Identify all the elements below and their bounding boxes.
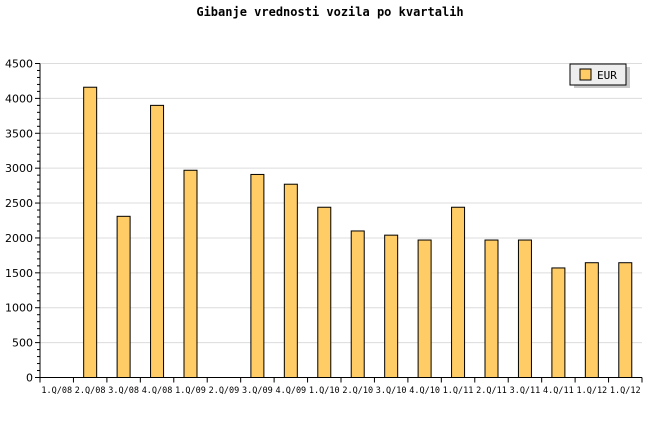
bar-3.Q/09 <box>250 173 265 378</box>
x-tick-label: 1.Q/11 <box>443 386 474 396</box>
y-tick-label: 1000 <box>5 302 33 315</box>
x-tick-label: 4.Q/09 <box>275 386 306 396</box>
bar-3.Q/11 <box>517 239 532 378</box>
legend-label-eur: EUR <box>597 69 617 82</box>
bars <box>83 86 633 378</box>
x-tick-label: 4.Q/10 <box>409 386 440 396</box>
bar-3.Q/08 <box>116 215 131 378</box>
y-tick-label: 2500 <box>5 197 33 210</box>
y-tick-label: 3000 <box>5 162 33 175</box>
gridlines <box>40 63 642 344</box>
bar-4.Q/08 <box>150 104 165 378</box>
bar-1.Q/12 <box>584 262 599 378</box>
x-axis: 1.Q/08 2.Q/08 3.Q/08 4.Q/08 1.Q/09 2.Q/09 3.Q/… <box>39 377 643 396</box>
bar-2.Q/08 <box>83 86 98 378</box>
bar-1.Q/10 <box>317 206 332 378</box>
x-tick-label: 2.Q/08 <box>75 386 106 396</box>
y-tick-label: 0 <box>26 372 33 385</box>
bar-4.Q/11 <box>551 267 566 378</box>
bar-4.Q/10 <box>417 239 432 378</box>
x-tick-label: 2.Q/10 <box>342 386 373 396</box>
legend: EUR <box>569 63 630 88</box>
x-tick-label: 3.Q/11 <box>510 386 541 396</box>
y-tick-label: 1500 <box>5 267 33 280</box>
x-tick-label: 2.Q/09 <box>209 386 240 396</box>
x-tick-label: 1.Q/09 <box>175 386 206 396</box>
x-tick-label: 1.Q/12 <box>610 386 641 396</box>
bar-2.Q/10 <box>350 230 365 378</box>
x-tick-label: 1.Q/12 <box>576 386 607 396</box>
x-tick-label: 3.Q/10 <box>376 386 407 396</box>
x-tick-label: 1.Q/08 <box>41 386 72 396</box>
y-tick-label: 2000 <box>5 232 33 245</box>
bar-4.Q/09 <box>283 183 298 378</box>
y-tick-label: 4000 <box>5 92 33 105</box>
x-tick-label: 2.Q/11 <box>476 386 507 396</box>
x-tick-label: 3.Q/08 <box>108 386 139 396</box>
legend-swatch-eur <box>579 68 592 81</box>
y-axis: 0 500 1000 1500 2000 2500 3000 3500 4000 4500 <box>5 58 41 385</box>
x-tick-label: 4.Q/08 <box>142 386 173 396</box>
y-tick-label: 4500 <box>5 58 33 71</box>
x-tick-label: 4.Q/11 <box>543 386 574 396</box>
bar-3.Q/10 <box>384 234 399 378</box>
x-tick-label: 1.Q/10 <box>309 386 340 396</box>
bar-1.Q/09 <box>183 169 198 378</box>
y-tick-label: 3500 <box>5 127 33 140</box>
chart-title: Gibanje vrednosti vozila po kvartalih <box>196 5 463 19</box>
bar-1.Q/11 <box>451 206 466 378</box>
bar-1.Q/12 <box>618 262 633 378</box>
bar-2.Q/11 <box>484 239 499 378</box>
y-tick-label: 500 <box>12 337 33 350</box>
x-tick-label: 3.Q/09 <box>242 386 273 396</box>
